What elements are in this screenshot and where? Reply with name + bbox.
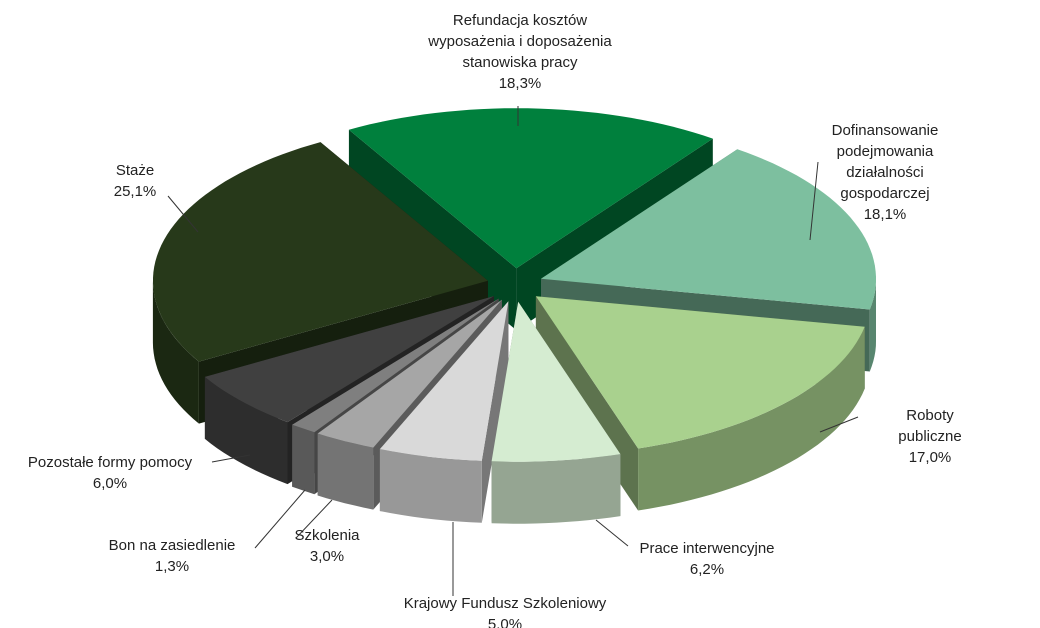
slice [491,301,621,462]
slice-wall [317,433,374,510]
value-label: 6,0% [92,475,128,492]
slice-label: Szkolenia 3,0% [294,525,359,567]
slice [204,296,494,423]
value-label: 1,3% [154,558,190,575]
slice [153,142,488,362]
slice-wall [292,424,315,495]
leader-line [254,489,306,549]
value-label: 18,1% [863,206,907,223]
slice-wall [869,278,876,372]
slice [541,149,876,310]
value-label: 3,0% [309,548,345,565]
slice-label: Bon na zasiedlenie 1,3% [109,535,236,577]
slice [317,299,502,448]
slice-label: Krajowy Fundusz Szkoleniowy 5.0% [404,593,607,628]
slice-wall [638,326,865,511]
category-label: Refundacja kosztów wyposażenia i doposaż… [428,12,612,71]
slice-label: Roboty publiczne 17,0% [875,405,985,468]
category-label: Pozostałe formy pomocy [27,454,193,471]
slice [535,296,865,449]
slice-label: Dofinansowanie podejmowania działalności… [808,120,963,225]
slice-label: Pozostałe formy pomocy 6,0% [28,452,192,494]
slice [348,108,713,269]
category-label: Krajowy Fundusz Szkoleniowy [403,595,607,612]
value-label: 17,0% [908,449,952,466]
leader-line [211,454,251,463]
value-label: 6,2% [689,561,725,578]
category-label: Prace interwencyjne [639,540,775,557]
category-label: Dofinansowanie podejmowania działalności… [831,122,939,202]
category-label: Szkolenia [294,527,360,544]
leader-line [809,161,819,241]
leader-line [167,195,199,233]
value-label: 25,1% [113,183,157,200]
leader-line [819,416,859,433]
slice-label: Refundacja kosztów wyposażenia i doposaż… [428,10,611,94]
slice-label: Staże 25,1% [114,160,157,202]
category-label: Staże [115,162,155,179]
category-label: Bon na zasiedlenie [108,537,236,554]
slice-label: Prace interwencyjne 6,2% [639,538,774,580]
slice-wall [491,454,621,524]
value-label: 18,3% [498,75,542,92]
slice-wall [204,376,288,485]
slice [379,301,509,461]
slice-wall [152,280,199,424]
leader-line [595,519,629,547]
value-label: 5.0% [487,616,523,628]
leader-line [295,499,333,539]
slice [292,298,499,433]
category-label: Roboty publiczne [898,407,962,445]
slice-wall [379,449,482,523]
